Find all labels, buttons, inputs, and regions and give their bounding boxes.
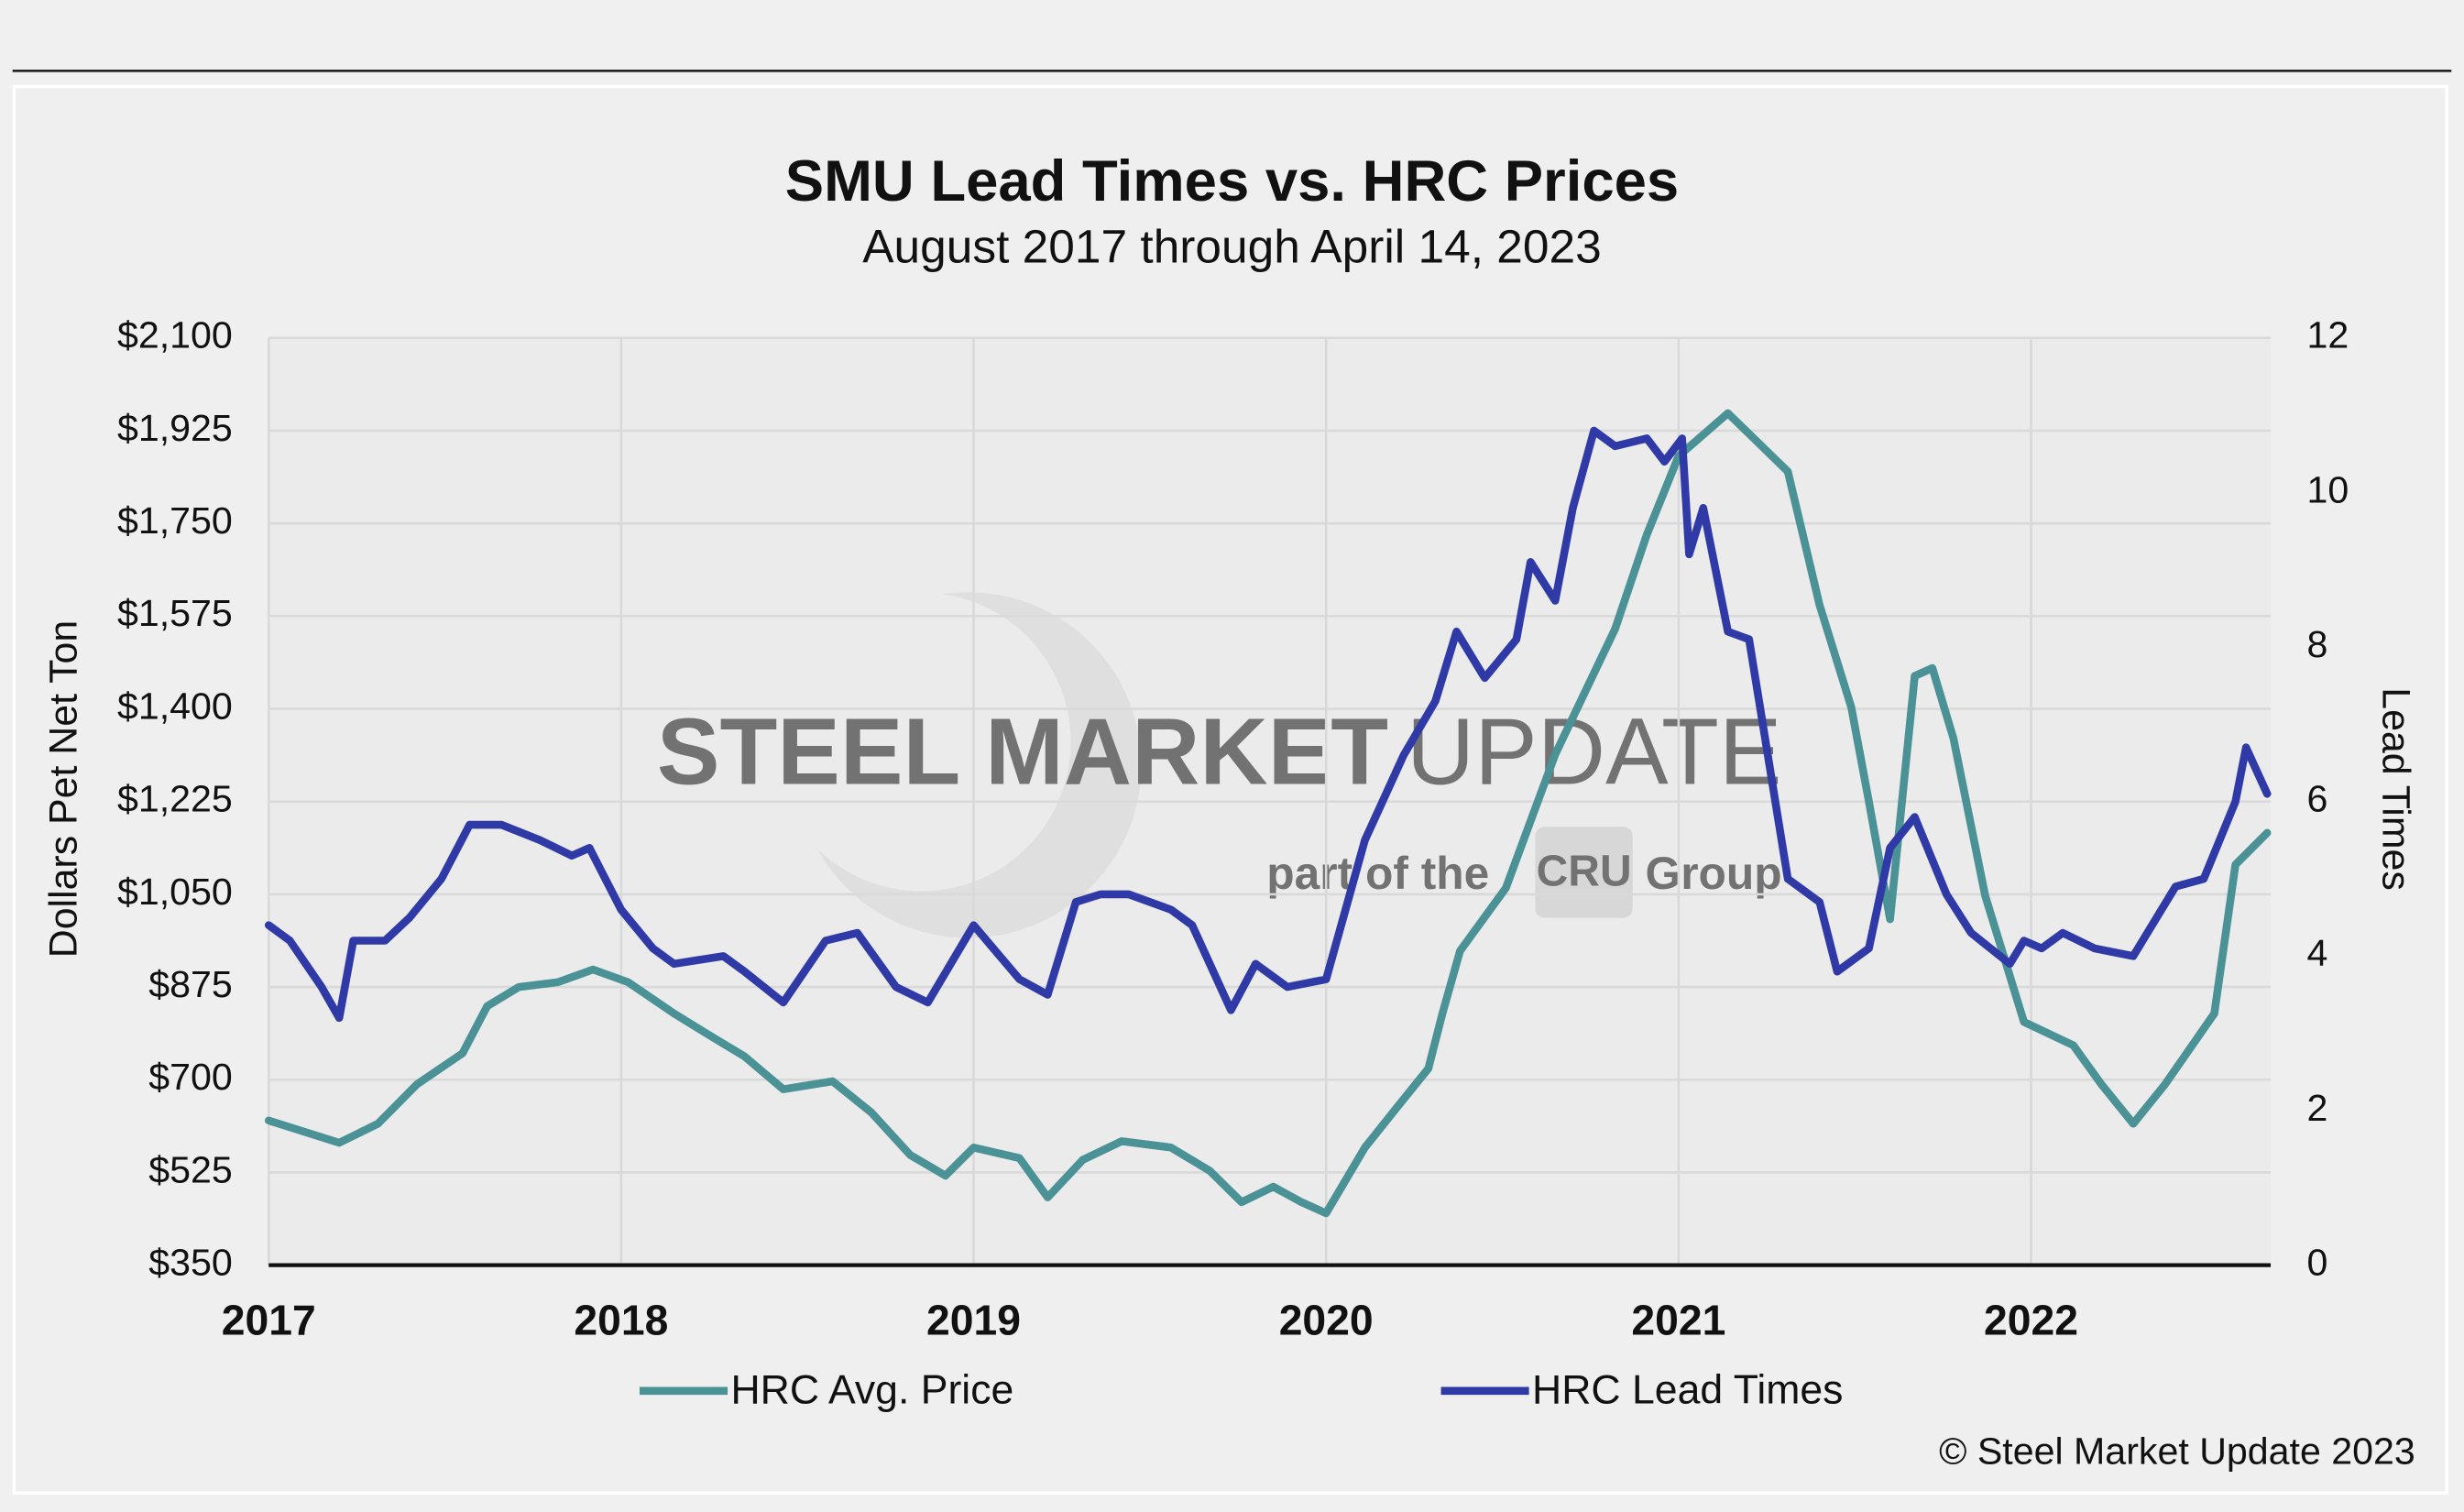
x-tick-label: 2021 (1631, 1296, 1725, 1343)
y-tick-label: $1,050 (117, 871, 233, 913)
watermark: STEEL MARKET UPDATE part of the CRU Group (657, 592, 1782, 938)
footer: © Steel Market Update 2023 (1939, 1430, 2415, 1472)
watermark-text: Group (1646, 848, 1782, 899)
y2-tick-label: 10 (2307, 468, 2349, 510)
y-tick-label: $350 (148, 1242, 233, 1284)
y2-tick-label: 8 (2307, 623, 2328, 665)
watermark-text: STEEL MARKET (657, 699, 1388, 805)
chart-subtitle: August 2017 through April 14, 2023 (862, 219, 1601, 272)
y-tick-label: $1,575 (117, 592, 233, 634)
y2-tick-label: 6 (2307, 778, 2328, 820)
y2-tick-label: 12 (2307, 314, 2349, 356)
y-axis-label: Dollars Pet Net Ton (41, 620, 85, 958)
y-tick-label: $1,400 (117, 685, 233, 727)
y2-tick-label: 0 (2307, 1242, 2328, 1284)
y2-tick-label: 4 (2307, 932, 2328, 974)
x-tick-label: 2020 (1279, 1296, 1374, 1343)
y2-tick-label: 2 (2307, 1087, 2328, 1129)
x-tick-label: 2022 (1984, 1296, 2078, 1343)
y-tick-label: $1,750 (117, 499, 233, 542)
series-line (264, 426, 2272, 1023)
legend-label: HRC Lead Times (1532, 1367, 1843, 1412)
series-line (264, 409, 2272, 1218)
watermark-text: part of the (1266, 848, 1489, 899)
y-tick-label: $1,925 (117, 407, 233, 449)
watermark-text: CRU (1537, 847, 1632, 895)
x-tick-label: 2018 (574, 1296, 668, 1343)
y-tick-label: $700 (148, 1056, 233, 1098)
legend-label: HRC Avg. Price (730, 1367, 1013, 1412)
y-tick-label: $2,100 (117, 314, 233, 356)
y2-axis-label: Lead Times (2374, 687, 2418, 891)
y-tick-label: $1,225 (117, 778, 233, 820)
chart-title: SMU Lead Times vs. HRC Prices (785, 149, 1679, 214)
x-tick-label: 2019 (926, 1296, 1021, 1343)
watermark-logo (816, 592, 1142, 938)
y-tick-label: $875 (148, 963, 233, 1005)
y-tick-label: $525 (148, 1148, 233, 1190)
watermark-text: UPDATE (1407, 699, 1782, 805)
x-tick-label: 2017 (222, 1296, 316, 1343)
